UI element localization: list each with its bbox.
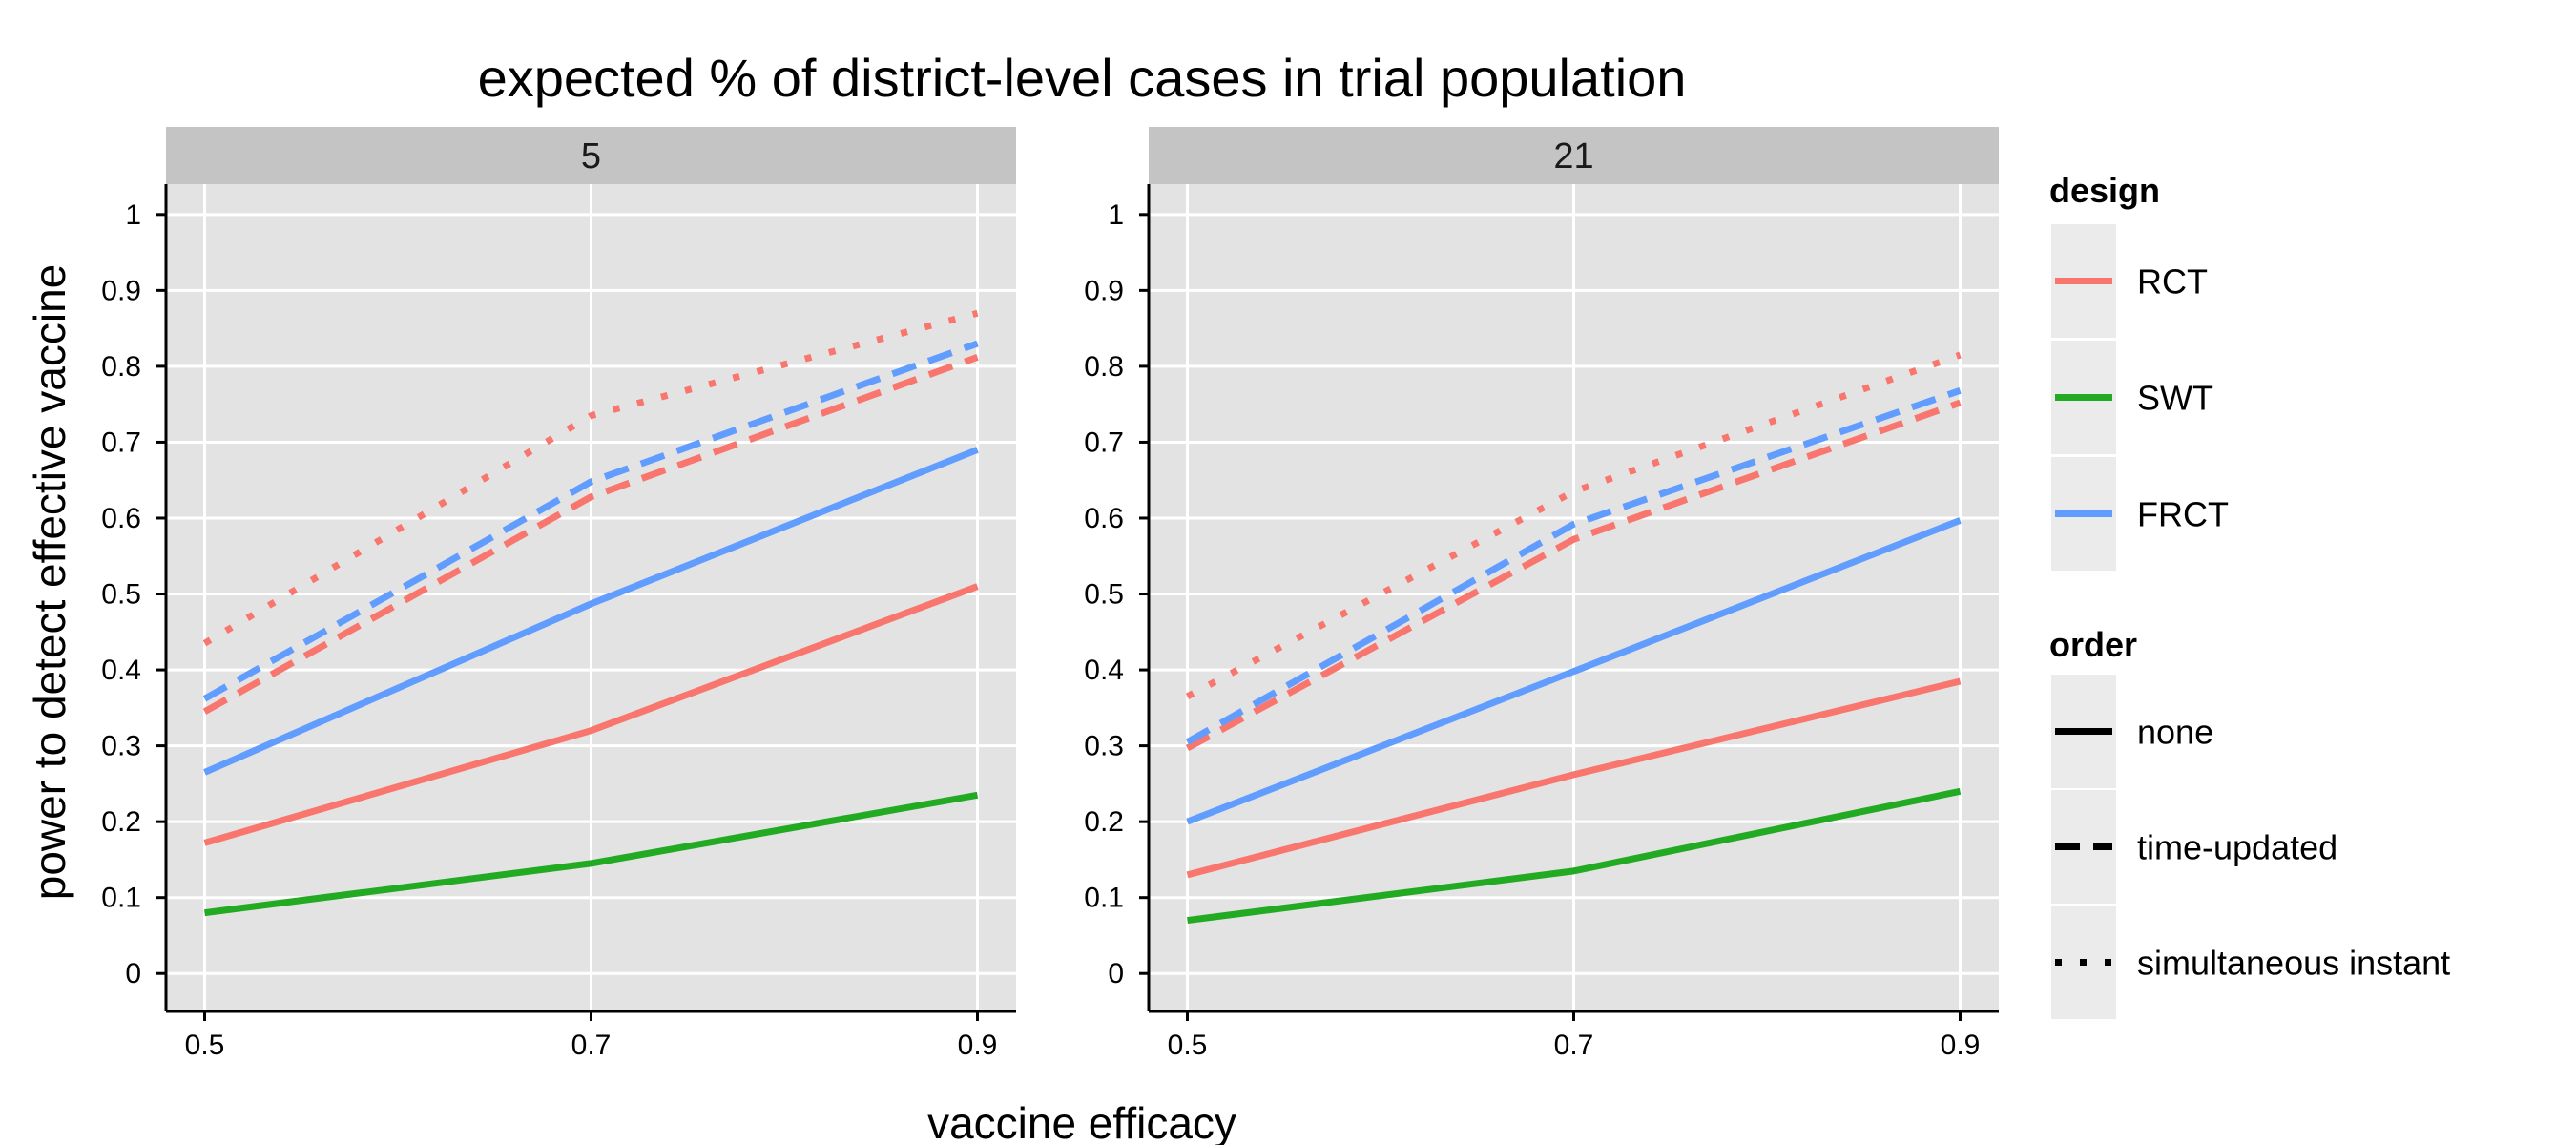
panel-strip-label: 21: [1553, 136, 1593, 177]
y-tick-label: 0.2: [1084, 806, 1124, 838]
x-tick-label: 0.5: [1168, 1030, 1208, 1061]
series-line-swt-none: [204, 791, 979, 917]
series-line-frct-time-updated: [1185, 387, 1962, 745]
series-line-swt-none: [1187, 787, 1962, 925]
y-tick-label: 0.1: [101, 883, 141, 914]
legend-title-design: design: [2049, 171, 2160, 210]
y-tick-label: 0.6: [1084, 503, 1124, 534]
y-tick-label: 0: [125, 958, 141, 989]
y-tick-label: 0.3: [101, 731, 141, 762]
y-tick-label: 0.6: [101, 503, 141, 534]
panel-5: 5 0 0.1 0.2 0.3 0.4 0.5 0.6 0.7 0.8 0.9 1 0.5 0.7 0.9: [101, 127, 1016, 1061]
legend-label-rct: RCT: [2137, 262, 2208, 302]
legend-label-swt: SWT: [2137, 379, 2213, 418]
y-tick-label: 0.4: [1084, 655, 1124, 686]
y-tick-label: 0.4: [101, 655, 141, 686]
y-tick-label: 1: [1108, 199, 1124, 231]
panel-strip: [166, 127, 1016, 184]
series-line-rct-time-updated: [202, 354, 979, 715]
panel-strip-label: 5: [581, 136, 601, 177]
series-line-rct-simultaneous-instant: [202, 309, 979, 647]
y-tick-label: 0.9: [1084, 275, 1124, 306]
series-line-frct-none: [203, 447, 979, 776]
series-line-rct-none: [1186, 677, 1962, 879]
y-tick-label: 0.9: [101, 275, 141, 306]
panel-strip: [1149, 127, 1999, 184]
y-tick-label: 0.3: [1084, 731, 1124, 762]
y-tick-label: 0.8: [101, 351, 141, 383]
x-tick-label: 0.9: [1941, 1030, 1981, 1061]
x-axis-label: vaccine efficacy: [927, 1098, 1236, 1145]
y-tick-label: 0.5: [1084, 579, 1124, 611]
y-tick-label: 1: [125, 199, 141, 231]
y-tick-label: 0.7: [1084, 427, 1124, 458]
y-tick-label: 0.1: [1084, 883, 1124, 914]
y-tick-label: 0: [1108, 958, 1124, 989]
x-tick-label: 0.7: [571, 1030, 612, 1061]
panel-21: 21 0 0.1 0.2 0.3 0.4 0.5 0.6 0.7 0.8 0.9 1 0.5 0.7 0.9: [1084, 127, 1999, 1061]
y-tick-label: 0.7: [101, 427, 141, 458]
legend-label-frct: FRCT: [2137, 495, 2229, 534]
series-line-frct-none: [1186, 517, 1962, 825]
y-axis-label: power to detect effective vaccine: [25, 264, 74, 901]
x-tick-label: 0.5: [185, 1030, 225, 1061]
legend-label-simultaneous-instant: simultaneous instant: [2137, 944, 2450, 983]
legend-label-none: none: [2137, 713, 2213, 752]
x-tick-label: 0.7: [1554, 1030, 1594, 1061]
legend-label-time-updated: time-updated: [2137, 828, 2337, 867]
y-tick-label: 0.8: [1084, 351, 1124, 383]
y-tick-label: 0.2: [101, 806, 141, 838]
y-tick-label: 0.5: [101, 579, 141, 611]
legend-title-order: order: [2049, 625, 2137, 664]
series-line-frct-time-updated: [202, 340, 979, 702]
panels: 500.10.20.30.40.50.60.70.80.910.5 0.7 0.92…: [101, 127, 1999, 1061]
series-line-rct-none: [203, 583, 979, 846]
series-line-rct-time-updated: [1185, 399, 1962, 752]
chart-title: expected % of district-level cases in tr…: [478, 48, 1687, 108]
legend: design RCT SWT FRCT order none time-updated sim…: [2049, 171, 2450, 1019]
x-tick-label: 0.9: [958, 1030, 998, 1061]
